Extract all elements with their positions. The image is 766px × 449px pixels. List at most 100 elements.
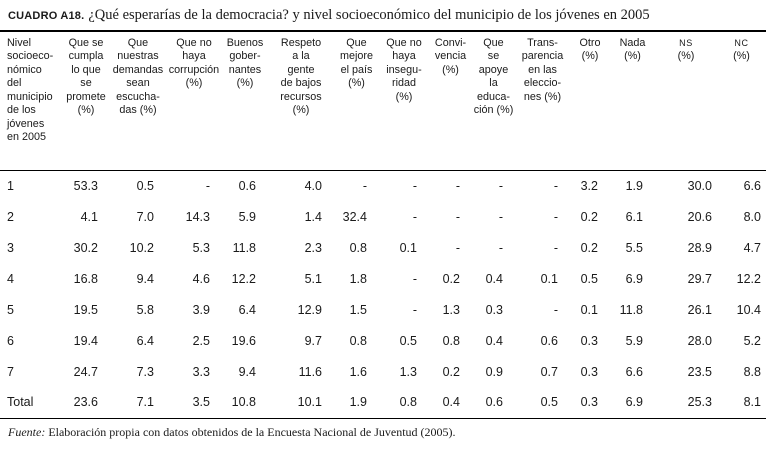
row-level-label: 2 bbox=[7, 209, 14, 224]
cell-value: 9.4 bbox=[136, 271, 154, 286]
cell-value: 0.2 bbox=[580, 240, 598, 255]
cell-value: 4.1 bbox=[80, 209, 98, 224]
cell-value: 28.0 bbox=[687, 333, 712, 348]
cell-value: 0.2 bbox=[442, 271, 460, 286]
cell-value: 32.4 bbox=[342, 209, 367, 224]
cell-value: 0.1 bbox=[540, 271, 558, 286]
cell-value: 20.6 bbox=[687, 209, 712, 224]
cell-value: 6.6 bbox=[743, 178, 761, 193]
cell-value: 8.0 bbox=[743, 209, 761, 224]
row-level-label: 4 bbox=[7, 271, 14, 286]
column-header-nivel-socioeconomico: Nivel socioeco- nómico del municipio de … bbox=[0, 31, 62, 171]
table-row-total: Total 23.6 7.1 3.5 10.8 10.1 1.9 0.8 0.4 0.6 0.5 0.… bbox=[0, 387, 766, 418]
cell-value: - bbox=[455, 178, 460, 193]
cell-value: 3.9 bbox=[192, 302, 210, 317]
table-row: 1 53.3 0.5 - 0.6 4.0 - - - - - 3.2 1.9 30.0 6.6 bbox=[0, 170, 766, 201]
cell-value: 3.3 bbox=[192, 364, 210, 379]
cell-value: 6.9 bbox=[625, 395, 643, 410]
cell-value: - bbox=[412, 178, 417, 193]
cell-value: 14.3 bbox=[185, 209, 210, 224]
table-row: 2 4.1 7.0 14.3 5.9 1.4 32.4 - - - - 0.2 6.1 20.6 8.0 bbox=[0, 201, 766, 232]
cell-value: 2.3 bbox=[304, 240, 322, 255]
cell-value: 0.4 bbox=[485, 333, 503, 348]
cell-value: 1.9 bbox=[625, 178, 643, 193]
cell-value: 5.9 bbox=[238, 209, 256, 224]
cell-value: 0.1 bbox=[399, 240, 417, 255]
column-header-ns: NS (%) bbox=[655, 31, 717, 171]
cell-value: 5.8 bbox=[136, 302, 154, 317]
table-row: 6 19.4 6.4 2.5 19.6 9.7 0.8 0.5 0.8 0.4 0.6 0.3 5.9 2… bbox=[0, 325, 766, 356]
table-title: CUADRO A18. ¿Qué esperarías de la democra… bbox=[0, 0, 766, 30]
cell-value: - bbox=[498, 240, 503, 255]
cell-value: - bbox=[498, 209, 503, 224]
cell-value: 5.5 bbox=[625, 240, 643, 255]
cell-value: 0.2 bbox=[580, 209, 598, 224]
cell-value: - bbox=[412, 271, 417, 286]
cell-value: 6.6 bbox=[625, 364, 643, 379]
cell-value: - bbox=[498, 178, 503, 193]
cell-value: 0.5 bbox=[580, 271, 598, 286]
cell-value: 10.1 bbox=[297, 395, 322, 410]
cell-value: 16.8 bbox=[73, 271, 98, 286]
cell-value: 6.9 bbox=[625, 271, 643, 286]
cell-value: 5.3 bbox=[192, 240, 210, 255]
cell-value: 19.4 bbox=[73, 333, 98, 348]
cell-value: 12.2 bbox=[736, 271, 761, 286]
cell-value: 0.8 bbox=[349, 333, 367, 348]
cell-value: - bbox=[553, 302, 558, 317]
cell-value: 19.6 bbox=[231, 333, 256, 348]
cell-value: 0.6 bbox=[485, 395, 503, 410]
cell-value: 0.2 bbox=[442, 364, 460, 379]
cell-value: 29.7 bbox=[687, 271, 712, 286]
cell-value: 11.8 bbox=[232, 240, 256, 255]
column-header-nada: Nada (%) bbox=[610, 31, 655, 171]
cell-value: 0.3 bbox=[580, 364, 598, 379]
cell-value: 6.1 bbox=[625, 209, 643, 224]
cell-value: 24.7 bbox=[73, 364, 98, 379]
table-row: 3 30.2 10.2 5.3 11.8 2.3 0.8 0.1 - - - 0.2 5.5 28.9 4.… bbox=[0, 232, 766, 263]
cell-value: 7.1 bbox=[136, 395, 154, 410]
cell-value: 28.9 bbox=[687, 240, 712, 255]
cell-value: 0.5 bbox=[540, 395, 558, 410]
table-page: CUADRO A18. ¿Qué esperarías de la democra… bbox=[0, 0, 766, 439]
cell-value: 1.6 bbox=[349, 364, 367, 379]
cell-value: 0.1 bbox=[580, 302, 598, 317]
cell-value: 0.8 bbox=[399, 395, 417, 410]
cell-value: - bbox=[362, 178, 367, 193]
cell-value: 8.1 bbox=[743, 395, 761, 410]
cell-value: 4.6 bbox=[192, 271, 210, 286]
cell-value: 0.7 bbox=[540, 364, 558, 379]
row-level-label: 3 bbox=[7, 240, 14, 255]
cell-value: 1.8 bbox=[349, 271, 367, 286]
column-header-otro: Otro (%) bbox=[570, 31, 610, 171]
column-header-no-corrupcion: Que no haya corrupción (%) bbox=[166, 31, 222, 171]
cell-value: 0.6 bbox=[540, 333, 558, 348]
row-level-label: 5 bbox=[7, 302, 14, 317]
row-level-label: 7 bbox=[7, 364, 14, 379]
cell-value: 6.4 bbox=[136, 333, 154, 348]
cell-value: - bbox=[553, 209, 558, 224]
cell-value: 12.2 bbox=[231, 271, 256, 286]
cell-value: 7.3 bbox=[136, 364, 154, 379]
data-table: Nivel socioeco- nómico del municipio de … bbox=[0, 30, 766, 419]
cell-value: 0.6 bbox=[238, 178, 256, 193]
source-label: Fuente: bbox=[8, 424, 46, 439]
cell-value: 12.9 bbox=[297, 302, 322, 317]
header-row: Nivel socioeco- nómico del municipio de … bbox=[0, 31, 766, 171]
cell-value: 1.3 bbox=[399, 364, 417, 379]
cell-value: 3.2 bbox=[580, 178, 598, 193]
cell-value: - bbox=[455, 240, 460, 255]
table-row: 4 16.8 9.4 4.6 12.2 5.1 1.8 - 0.2 0.4 0.1 0.5 6.9 29.… bbox=[0, 263, 766, 294]
row-level-label: Total bbox=[7, 395, 34, 410]
cell-value: - bbox=[205, 178, 210, 193]
cell-value: 5.9 bbox=[625, 333, 643, 348]
cell-value: 23.5 bbox=[687, 364, 712, 379]
cell-value: 5.1 bbox=[304, 271, 322, 286]
cell-value: 5.2 bbox=[743, 333, 761, 348]
cell-value: 4.7 bbox=[743, 240, 761, 255]
cell-value: 7.0 bbox=[136, 209, 154, 224]
cell-value: 11.8 bbox=[619, 302, 643, 317]
cell-value: - bbox=[412, 302, 417, 317]
cell-value: 1.9 bbox=[349, 395, 367, 410]
column-header-transparencia-elecciones: Trans- parencia en las eleccio- nes (%) bbox=[515, 31, 570, 171]
